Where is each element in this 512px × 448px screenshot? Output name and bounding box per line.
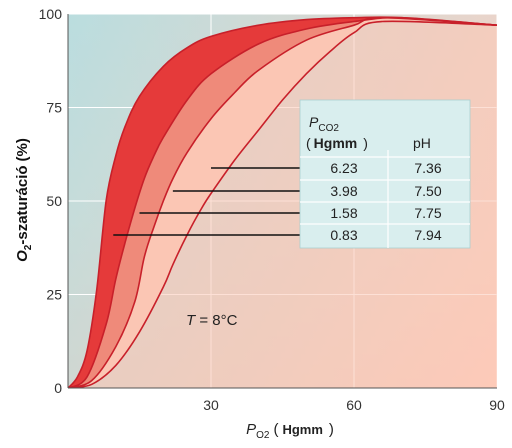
- band-light: [68, 17, 497, 388]
- band-mid: [68, 17, 497, 388]
- y-axis-label: O2-szaturáció(%): [14, 138, 34, 262]
- table-cell-ph: 7.94: [414, 227, 441, 243]
- table-leader-lines: [113, 167, 300, 236]
- curve-line: [68, 16, 497, 388]
- table-cell-pco2: 3.98: [330, 183, 357, 199]
- y-tick-label: 50: [46, 193, 62, 209]
- temperature-annotation: T = 8°C: [186, 312, 238, 329]
- table-header-unit: (Hgmm): [306, 135, 368, 151]
- curve-lines: [68, 16, 497, 388]
- table-header-pco2: PCO2: [309, 114, 339, 134]
- curve-line: [68, 20, 497, 388]
- table-cell-ph: 7.36: [414, 160, 441, 176]
- x-tick-label: 90: [489, 397, 505, 413]
- x-tick-label: 30: [203, 397, 219, 413]
- table-cell-ph: 7.75: [414, 205, 441, 221]
- curve-line: [68, 16, 497, 388]
- y-tick-label: 25: [46, 287, 62, 303]
- legend-table: PCO2 (Hgmm) pH 6.23 7.36 3.98 7.50 1.58 7.75 0…: [299, 99, 471, 249]
- x-axis-label: PO2(Hgmm): [246, 421, 334, 441]
- table-header-ph: pH: [413, 135, 431, 151]
- curve-line: [68, 16, 497, 388]
- table-cell-pco2: 1.58: [330, 205, 357, 221]
- table-cell-pco2: 0.83: [330, 227, 357, 243]
- x-tick-label: 60: [346, 397, 362, 413]
- y-tick-label: 0: [54, 380, 62, 396]
- x-axis-ticks: 30 60 90: [203, 397, 505, 413]
- y-axis-ticks: 0 25 50 75 100: [39, 6, 63, 396]
- legend-table-bg: [299, 99, 471, 249]
- band-dark: [68, 17, 497, 388]
- y-tick-label: 100: [39, 6, 63, 22]
- y-tick-label: 75: [46, 100, 62, 116]
- table-rows: 6.23 7.36 3.98 7.50 1.58 7.75 0.83 7.94: [330, 160, 441, 243]
- table-cell-ph: 7.50: [414, 183, 441, 199]
- table-cell-pco2: 6.23: [330, 160, 357, 176]
